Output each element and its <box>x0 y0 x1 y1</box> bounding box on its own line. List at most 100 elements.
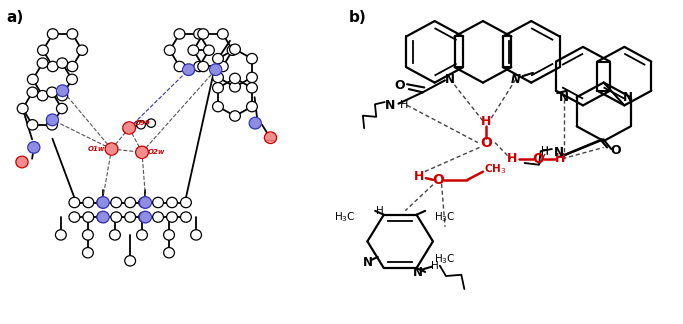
Circle shape <box>37 90 48 101</box>
Text: O: O <box>432 173 444 187</box>
Circle shape <box>16 156 28 168</box>
Text: H$_3$C: H$_3$C <box>434 252 456 266</box>
Circle shape <box>17 103 28 114</box>
Circle shape <box>210 64 222 75</box>
Text: H: H <box>400 100 408 110</box>
Circle shape <box>188 45 199 55</box>
Text: N: N <box>623 91 633 104</box>
Circle shape <box>139 197 150 208</box>
Circle shape <box>191 230 201 240</box>
Text: N: N <box>559 91 569 104</box>
Circle shape <box>135 146 148 158</box>
Text: H: H <box>431 261 438 271</box>
Text: H: H <box>376 206 383 215</box>
Circle shape <box>55 230 66 240</box>
Circle shape <box>217 61 228 72</box>
Circle shape <box>152 212 163 222</box>
Text: O: O <box>395 79 406 92</box>
Text: N: N <box>385 99 395 112</box>
Circle shape <box>57 90 68 101</box>
Text: H$_3$C: H$_3$C <box>434 210 456 224</box>
Circle shape <box>28 142 40 153</box>
Circle shape <box>247 83 257 93</box>
Text: N: N <box>445 73 455 86</box>
Circle shape <box>167 197 178 208</box>
Circle shape <box>174 61 185 72</box>
Circle shape <box>46 87 57 98</box>
Circle shape <box>180 212 191 222</box>
Circle shape <box>227 45 238 55</box>
Circle shape <box>57 103 68 114</box>
Circle shape <box>97 211 109 223</box>
Circle shape <box>125 256 135 266</box>
Circle shape <box>212 83 223 93</box>
Text: H: H <box>541 147 549 157</box>
Circle shape <box>229 73 240 84</box>
Circle shape <box>69 212 80 222</box>
Text: O: O <box>480 135 492 150</box>
Circle shape <box>139 197 152 208</box>
Circle shape <box>139 212 150 222</box>
Text: N: N <box>554 146 564 159</box>
Text: O99: O99 <box>135 120 151 126</box>
Circle shape <box>212 101 223 112</box>
Text: a): a) <box>7 10 24 25</box>
Circle shape <box>97 197 108 208</box>
Text: H: H <box>507 152 518 165</box>
Text: H: H <box>555 152 566 165</box>
Circle shape <box>229 82 240 92</box>
Circle shape <box>47 29 58 39</box>
Circle shape <box>97 197 109 208</box>
Circle shape <box>76 45 87 55</box>
Circle shape <box>247 101 257 112</box>
Text: N: N <box>363 256 372 269</box>
Text: H: H <box>482 115 492 128</box>
Circle shape <box>123 122 135 134</box>
Circle shape <box>165 45 175 55</box>
Circle shape <box>212 72 223 83</box>
Circle shape <box>137 230 148 240</box>
Text: N: N <box>511 73 520 86</box>
Circle shape <box>97 212 108 222</box>
Circle shape <box>125 212 135 222</box>
Circle shape <box>147 119 156 127</box>
Circle shape <box>83 197 94 208</box>
Circle shape <box>249 117 262 129</box>
Text: O1w: O1w <box>88 146 105 152</box>
Circle shape <box>67 29 78 39</box>
Circle shape <box>69 197 80 208</box>
Circle shape <box>46 114 59 126</box>
Circle shape <box>174 29 185 39</box>
Circle shape <box>111 197 122 208</box>
Circle shape <box>152 197 163 208</box>
Circle shape <box>83 212 94 222</box>
Circle shape <box>198 29 208 39</box>
Circle shape <box>37 58 48 68</box>
Circle shape <box>247 72 257 83</box>
Circle shape <box>182 64 195 75</box>
Circle shape <box>109 230 120 240</box>
Circle shape <box>46 120 57 130</box>
Circle shape <box>125 197 135 208</box>
Circle shape <box>111 212 122 222</box>
Circle shape <box>57 58 68 68</box>
Text: O: O <box>532 152 544 166</box>
Circle shape <box>83 230 94 240</box>
Circle shape <box>229 44 240 54</box>
Circle shape <box>194 29 204 39</box>
Circle shape <box>194 61 204 72</box>
Circle shape <box>27 74 38 85</box>
Text: H: H <box>414 170 424 183</box>
Text: N: N <box>413 266 422 279</box>
Circle shape <box>137 121 145 129</box>
Circle shape <box>164 230 174 240</box>
Circle shape <box>27 87 38 98</box>
Text: CH$_3$: CH$_3$ <box>484 162 506 176</box>
Circle shape <box>83 248 94 258</box>
Circle shape <box>164 248 174 258</box>
Circle shape <box>27 120 38 130</box>
Text: O: O <box>611 144 621 157</box>
Circle shape <box>217 29 228 39</box>
Circle shape <box>229 111 240 121</box>
Circle shape <box>180 197 191 208</box>
